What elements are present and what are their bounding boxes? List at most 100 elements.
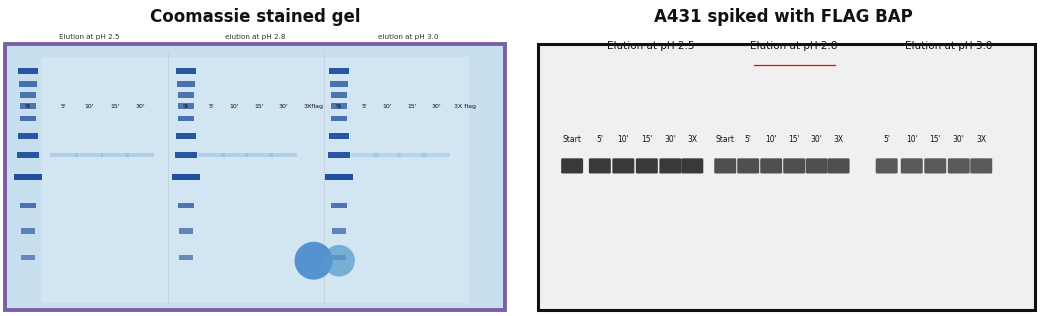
- Text: 30': 30': [278, 104, 288, 109]
- FancyBboxPatch shape: [806, 158, 828, 173]
- Text: 3X flag: 3X flag: [455, 104, 477, 109]
- FancyBboxPatch shape: [422, 153, 449, 157]
- FancyBboxPatch shape: [178, 116, 194, 121]
- Text: Start: Start: [716, 135, 735, 144]
- FancyBboxPatch shape: [178, 81, 195, 87]
- FancyBboxPatch shape: [398, 153, 425, 157]
- Text: 15': 15': [641, 135, 653, 144]
- Text: 3X: 3X: [688, 135, 697, 144]
- FancyBboxPatch shape: [561, 158, 583, 173]
- Text: 5': 5': [597, 135, 603, 144]
- Text: 3X: 3X: [834, 135, 843, 144]
- FancyBboxPatch shape: [784, 158, 806, 173]
- FancyBboxPatch shape: [75, 153, 103, 157]
- Text: Elution at pH 2.5: Elution at pH 2.5: [607, 40, 694, 51]
- FancyBboxPatch shape: [5, 44, 505, 310]
- Text: 5': 5': [61, 104, 67, 109]
- Text: 30': 30': [136, 104, 145, 109]
- Text: 10': 10': [765, 135, 777, 144]
- FancyBboxPatch shape: [50, 153, 77, 157]
- Text: 30': 30': [665, 135, 676, 144]
- FancyBboxPatch shape: [331, 203, 347, 208]
- FancyBboxPatch shape: [176, 152, 196, 158]
- FancyBboxPatch shape: [176, 68, 196, 74]
- FancyBboxPatch shape: [828, 158, 850, 173]
- FancyBboxPatch shape: [328, 152, 350, 158]
- FancyBboxPatch shape: [332, 255, 346, 260]
- FancyBboxPatch shape: [612, 158, 634, 173]
- FancyBboxPatch shape: [901, 158, 923, 173]
- FancyBboxPatch shape: [332, 228, 346, 234]
- Text: 3Xflag: 3Xflag: [304, 104, 324, 109]
- Text: 15': 15': [110, 104, 119, 109]
- FancyBboxPatch shape: [21, 228, 36, 234]
- Text: St: St: [183, 104, 189, 109]
- FancyBboxPatch shape: [178, 203, 194, 208]
- Ellipse shape: [295, 242, 332, 280]
- FancyBboxPatch shape: [41, 57, 469, 303]
- FancyBboxPatch shape: [330, 81, 348, 87]
- FancyBboxPatch shape: [172, 174, 201, 180]
- FancyBboxPatch shape: [126, 153, 154, 157]
- Text: 15': 15': [788, 135, 800, 144]
- FancyBboxPatch shape: [659, 158, 681, 173]
- FancyBboxPatch shape: [329, 133, 349, 139]
- Text: St: St: [25, 104, 31, 109]
- FancyBboxPatch shape: [329, 68, 349, 74]
- FancyBboxPatch shape: [198, 153, 226, 157]
- Text: 30': 30': [953, 135, 965, 144]
- Text: 30': 30': [811, 135, 822, 144]
- Text: St: St: [335, 104, 343, 109]
- FancyBboxPatch shape: [179, 255, 193, 260]
- FancyBboxPatch shape: [760, 158, 782, 173]
- FancyBboxPatch shape: [20, 92, 37, 98]
- Text: 15': 15': [254, 104, 264, 109]
- FancyBboxPatch shape: [19, 81, 37, 87]
- Text: elution at pH 2.8: elution at pH 2.8: [225, 33, 285, 40]
- FancyBboxPatch shape: [681, 158, 703, 173]
- Text: 5': 5': [883, 135, 890, 144]
- FancyBboxPatch shape: [948, 158, 970, 173]
- FancyBboxPatch shape: [19, 133, 38, 139]
- Text: 5': 5': [745, 135, 751, 144]
- FancyBboxPatch shape: [20, 203, 37, 208]
- FancyBboxPatch shape: [738, 158, 759, 173]
- FancyBboxPatch shape: [178, 103, 194, 109]
- Text: 30': 30': [432, 104, 441, 109]
- FancyBboxPatch shape: [18, 68, 39, 74]
- Text: 10': 10': [382, 104, 392, 109]
- FancyBboxPatch shape: [178, 92, 194, 98]
- FancyBboxPatch shape: [220, 153, 249, 157]
- Text: Elution at pH 2.5: Elution at pH 2.5: [59, 33, 119, 40]
- FancyBboxPatch shape: [14, 174, 42, 180]
- FancyBboxPatch shape: [971, 158, 993, 173]
- Text: 10': 10': [85, 104, 94, 109]
- FancyBboxPatch shape: [538, 44, 1035, 310]
- FancyBboxPatch shape: [246, 153, 273, 157]
- Text: 3X: 3X: [976, 135, 986, 144]
- FancyBboxPatch shape: [635, 158, 658, 173]
- FancyBboxPatch shape: [270, 153, 297, 157]
- FancyBboxPatch shape: [179, 228, 193, 234]
- FancyBboxPatch shape: [351, 153, 378, 157]
- Ellipse shape: [323, 245, 355, 276]
- FancyBboxPatch shape: [589, 158, 610, 173]
- Text: Elution at pH 2.8: Elution at pH 2.8: [750, 40, 838, 51]
- Text: 5': 5': [362, 104, 368, 109]
- FancyBboxPatch shape: [331, 116, 347, 121]
- FancyBboxPatch shape: [21, 255, 36, 260]
- Text: elution at pH 3.0: elution at pH 3.0: [377, 33, 438, 40]
- Text: 15': 15': [929, 135, 942, 144]
- FancyBboxPatch shape: [331, 103, 347, 109]
- FancyBboxPatch shape: [177, 133, 195, 139]
- Text: 15': 15': [408, 104, 417, 109]
- FancyBboxPatch shape: [20, 103, 37, 109]
- FancyBboxPatch shape: [101, 153, 129, 157]
- FancyBboxPatch shape: [374, 153, 401, 157]
- FancyBboxPatch shape: [715, 158, 736, 173]
- FancyBboxPatch shape: [876, 158, 898, 173]
- FancyBboxPatch shape: [20, 116, 37, 121]
- FancyBboxPatch shape: [18, 152, 39, 158]
- Text: A431 spiked with FLAG BAP: A431 spiked with FLAG BAP: [654, 8, 913, 26]
- Text: 10': 10': [230, 104, 239, 109]
